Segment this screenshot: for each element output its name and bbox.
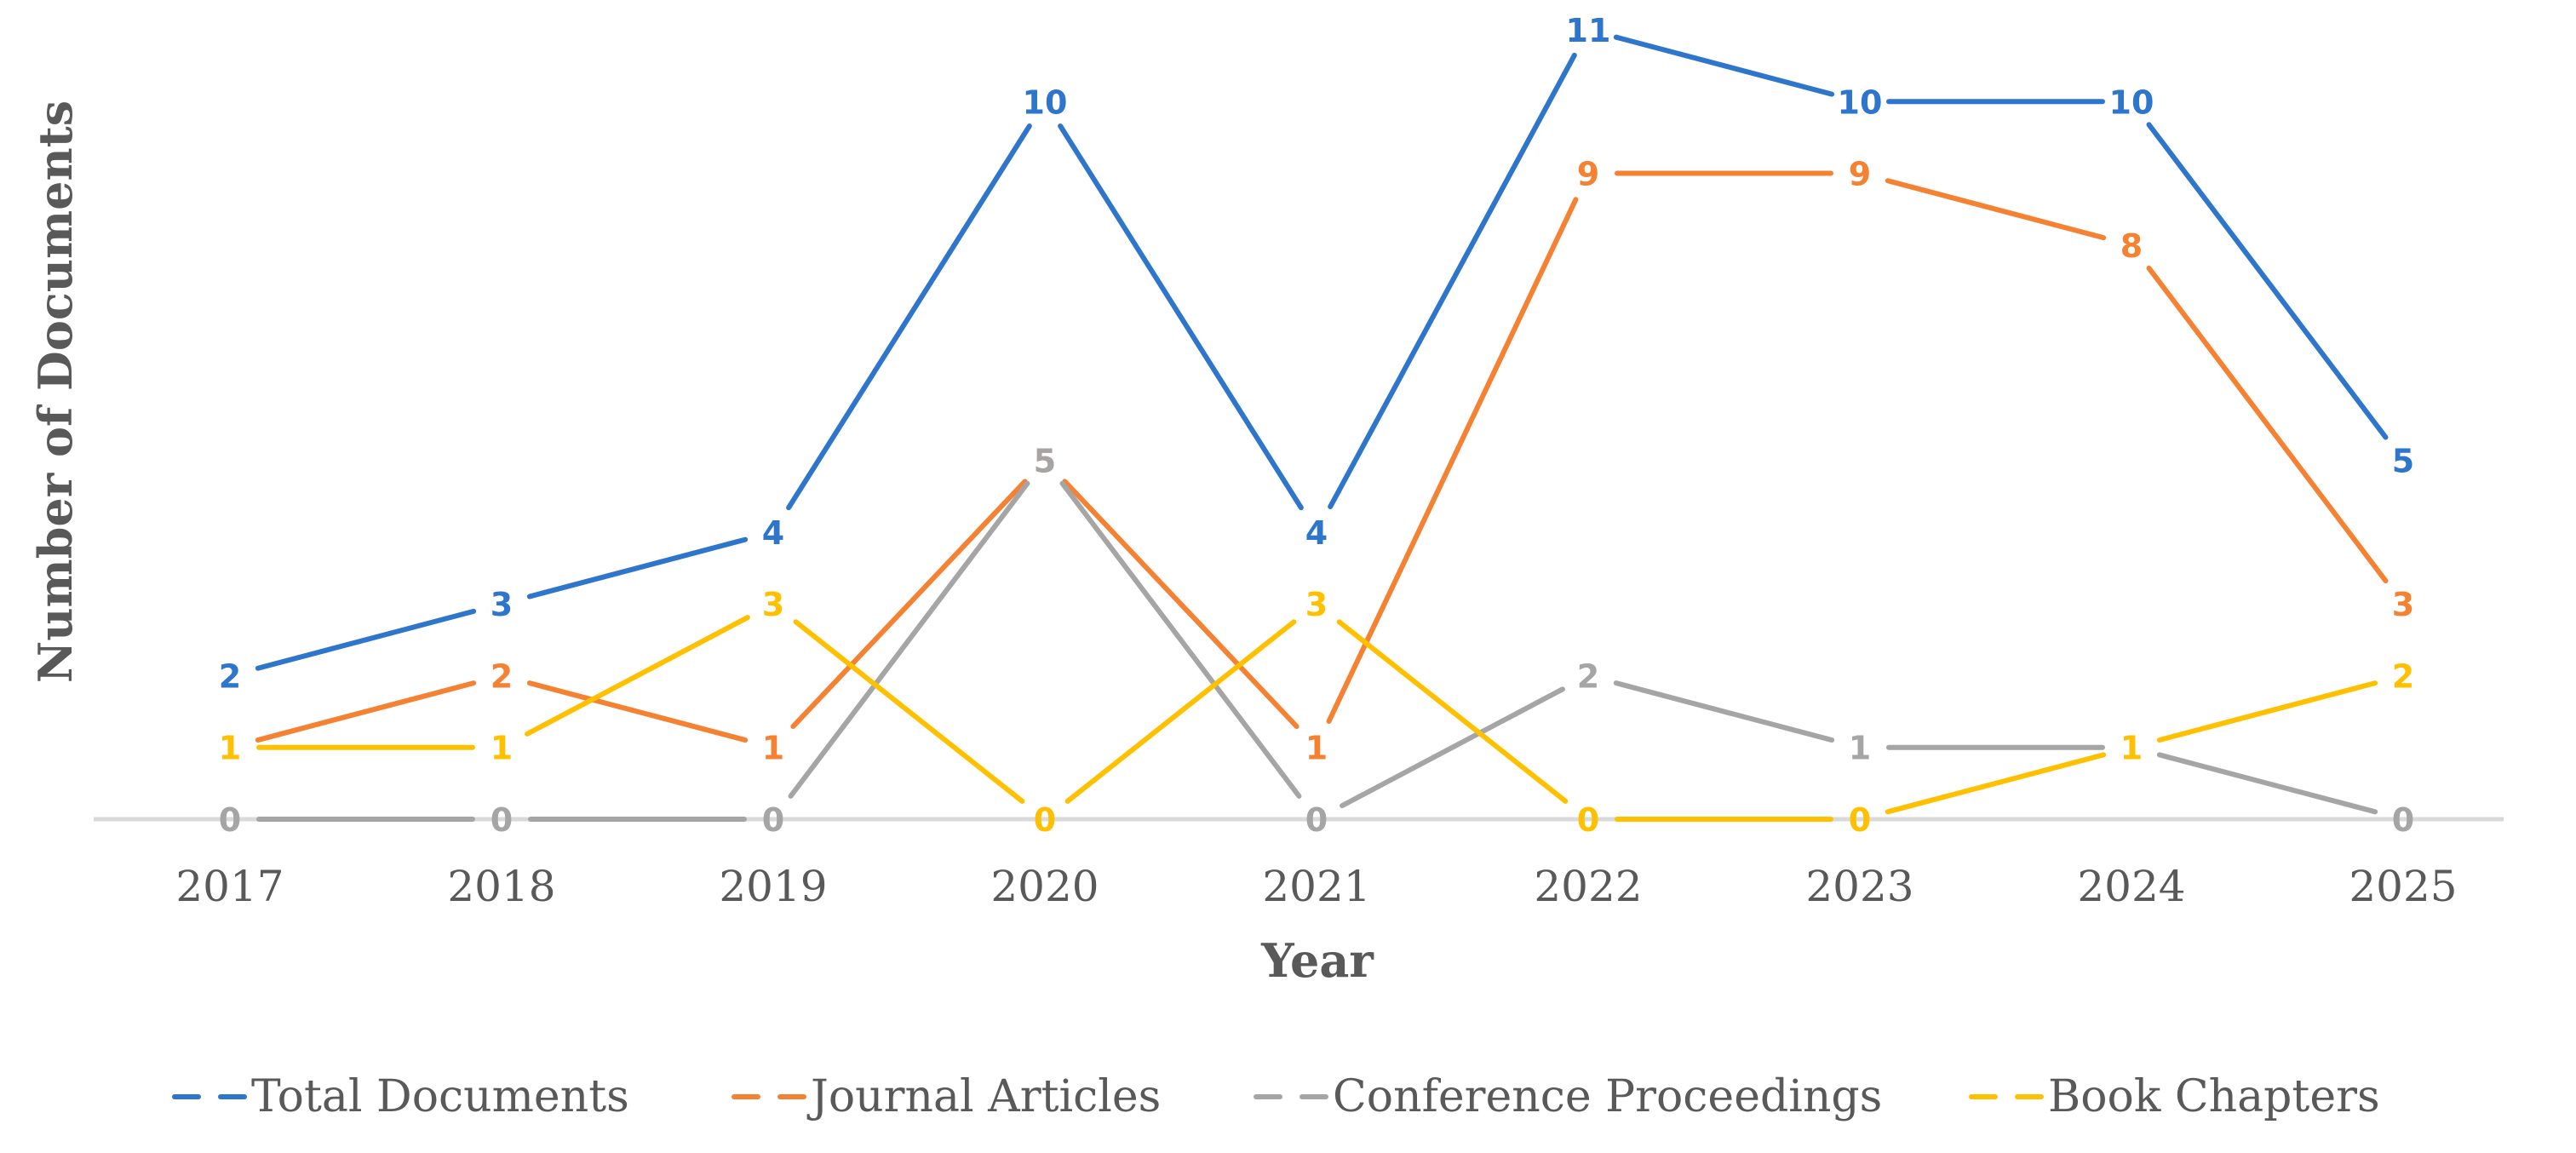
series-2 xyxy=(256,480,2378,822)
series-layer xyxy=(255,34,2389,822)
data-label: 10 xyxy=(1023,83,1068,121)
series-segment xyxy=(1885,178,2107,241)
series-segment xyxy=(790,479,1028,730)
data-label: 0 xyxy=(2392,801,2414,839)
series-segment xyxy=(1336,619,1569,804)
x-tick-label: 2024 xyxy=(2077,862,2185,911)
legend-label: Book Chapters xyxy=(2048,1071,2380,1122)
data-label: 5 xyxy=(2392,443,2414,480)
legend-label: Total Documents xyxy=(251,1071,629,1122)
series-segment xyxy=(1340,686,1565,809)
series-segment xyxy=(1613,34,1835,97)
series-segment xyxy=(793,619,1025,804)
legend: Total Documents Journal Articles Conferenc… xyxy=(172,1071,2380,1122)
series-segment xyxy=(1613,680,1835,743)
series-segment xyxy=(1062,479,1299,730)
data-label: 1 xyxy=(2120,730,2143,767)
series-segment xyxy=(1328,52,1577,510)
legend-label: Conference Proceedings xyxy=(1333,1071,1882,1122)
series-segment xyxy=(1064,619,1297,804)
data-label: 1 xyxy=(2120,730,2143,767)
data-label: 5 xyxy=(1034,443,1056,480)
series-segment xyxy=(526,536,749,599)
data-label: 10 xyxy=(1838,83,1883,121)
series-segment xyxy=(1326,197,1579,724)
series-3 xyxy=(256,615,2378,822)
data-label: 0 xyxy=(491,801,513,839)
x-tick-label: 2017 xyxy=(175,862,284,911)
legend-item-3: Book Chapters xyxy=(1969,1071,2380,1122)
series-segment xyxy=(525,615,750,737)
x-tick-label: 2021 xyxy=(1262,862,1370,911)
series-segment xyxy=(255,680,477,743)
data-label: 2 xyxy=(1577,657,1599,695)
data-label: 3 xyxy=(491,586,513,623)
series-segment xyxy=(1058,123,1304,511)
data-label: 1 xyxy=(219,730,241,767)
x-tick-label: 2020 xyxy=(990,862,1099,911)
data-label: 0 xyxy=(762,801,784,839)
data-label: 1 xyxy=(219,730,241,767)
series-segment xyxy=(2146,122,2389,440)
series-segment xyxy=(1885,752,2107,815)
data-label: 1 xyxy=(491,730,513,767)
x-tick-label: 2025 xyxy=(2349,862,2457,911)
series-segment xyxy=(526,680,749,743)
series-segment xyxy=(786,123,1032,511)
data-label: 2 xyxy=(219,657,241,695)
data-label: 0 xyxy=(1849,801,1871,839)
x-tick-label: 2019 xyxy=(719,862,827,911)
series-segment xyxy=(2146,265,2389,584)
data-label: 3 xyxy=(762,586,784,623)
legend-item-1: Journal Articles xyxy=(731,1071,1161,1122)
data-label: 1 xyxy=(1305,730,1328,767)
x-axis-title: Year xyxy=(1260,933,1374,988)
data-label: 4 xyxy=(762,514,784,552)
series-0 xyxy=(255,34,2389,671)
data-label: 9 xyxy=(1849,156,1871,193)
data-label: 0 xyxy=(1034,801,1056,839)
data-label: 1 xyxy=(1849,730,1871,767)
data-label: 3 xyxy=(1305,586,1328,623)
legend-item-2: Conference Proceedings xyxy=(1254,1071,1882,1122)
x-tick-label: 2022 xyxy=(1534,862,1642,911)
data-label: 5 xyxy=(1034,443,1056,480)
data-label: 8 xyxy=(2120,227,2143,265)
data-label: 2 xyxy=(491,657,513,695)
series-1 xyxy=(255,170,2389,743)
legend-label: Journal Articles xyxy=(806,1071,1161,1122)
data-label: 4 xyxy=(1305,514,1328,552)
x-tick-label: 2023 xyxy=(1805,862,1913,911)
series-segment xyxy=(2156,680,2378,743)
series-segment xyxy=(255,608,477,671)
series-segment xyxy=(1059,480,1302,799)
series-segment xyxy=(2156,752,2378,815)
data-label: 11 xyxy=(1566,12,1611,49)
data-label: 3 xyxy=(2392,586,2414,623)
data-label: 0 xyxy=(1305,801,1328,839)
data-label: 0 xyxy=(1577,801,1599,839)
y-axis-title: Number of Documents xyxy=(28,100,83,683)
data-label: 1 xyxy=(762,730,784,767)
series-segment xyxy=(788,480,1030,799)
data-label: 9 xyxy=(1577,156,1599,193)
data-label: 2 xyxy=(2392,657,2414,695)
data-label: 0 xyxy=(219,801,241,839)
legend-item-0: Total Documents xyxy=(172,1071,629,1122)
x-tick-label: 2018 xyxy=(447,862,555,911)
data-label: 10 xyxy=(2109,83,2154,121)
x-tick-labels: 2017 2018 2019 2020 2021 2022 2023 2024 2025 xyxy=(175,862,2457,911)
